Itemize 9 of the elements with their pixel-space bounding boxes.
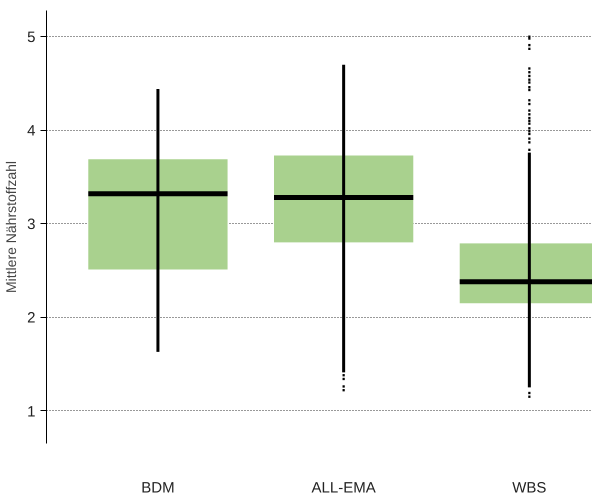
y-tick-label: 2 <box>27 310 36 327</box>
y-axis-title: Mittlere Nährstoffzahl <box>3 160 20 294</box>
x-tick-label: ALL-EMA <box>312 480 376 496</box>
x-tick-label: BDM <box>141 480 175 496</box>
y-tick-label: 5 <box>27 29 36 46</box>
x-tick-label: WBS <box>512 480 546 496</box>
y-tick-label: 3 <box>27 216 36 234</box>
y-tick-label: 4 <box>27 122 36 140</box>
y-tick-label: 1 <box>27 403 36 420</box>
